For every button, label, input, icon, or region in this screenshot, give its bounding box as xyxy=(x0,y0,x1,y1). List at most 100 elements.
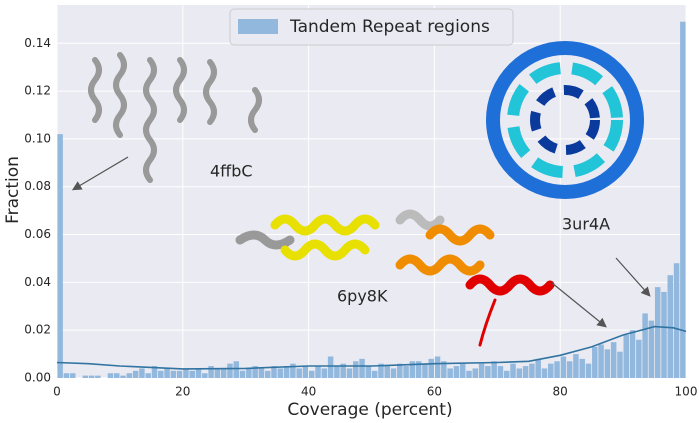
bar xyxy=(648,320,655,378)
bar xyxy=(434,356,441,378)
bar xyxy=(183,368,189,378)
bar xyxy=(227,363,233,378)
bar xyxy=(617,351,623,378)
bar xyxy=(510,363,516,378)
bar xyxy=(271,366,277,378)
x-axis-label: Coverage (percent) xyxy=(287,400,452,420)
bar xyxy=(120,375,126,378)
x-tick-label: 0 xyxy=(53,385,61,399)
x-tick-label: 20 xyxy=(175,385,190,399)
bar xyxy=(680,21,686,378)
bar xyxy=(472,368,479,378)
y-tick-label: 0.04 xyxy=(24,275,51,289)
y-tick-label: 0.08 xyxy=(24,179,51,193)
bar xyxy=(415,361,422,378)
bar xyxy=(239,370,246,378)
bar xyxy=(441,361,447,378)
bar xyxy=(321,368,328,378)
bar xyxy=(164,368,170,378)
bar xyxy=(114,373,120,378)
bar xyxy=(233,361,240,378)
bar xyxy=(422,363,428,378)
bar xyxy=(334,366,340,378)
y-tick-label: 0.10 xyxy=(24,131,51,145)
bar xyxy=(346,368,353,378)
x-tick-label: 60 xyxy=(427,385,442,399)
legend-patch xyxy=(238,19,278,34)
bar xyxy=(264,370,271,378)
bar xyxy=(340,363,346,378)
bar xyxy=(409,361,416,378)
bar xyxy=(202,373,208,378)
bar xyxy=(384,366,390,378)
bar xyxy=(573,354,579,378)
annotation: 3ur4A xyxy=(562,215,610,234)
bar xyxy=(95,375,101,378)
bar xyxy=(598,344,604,378)
bar xyxy=(390,368,397,378)
bar xyxy=(604,349,611,378)
bar xyxy=(673,263,680,378)
bar xyxy=(302,366,309,378)
bar xyxy=(290,363,296,378)
bar xyxy=(371,370,378,378)
y-tick-label: 0.14 xyxy=(24,36,51,50)
bar xyxy=(246,368,252,378)
bar xyxy=(535,358,541,378)
bar xyxy=(252,366,258,378)
bar xyxy=(88,375,95,378)
bar xyxy=(428,358,434,378)
x-tick-label: 100 xyxy=(675,385,698,399)
bar xyxy=(63,373,70,378)
bar xyxy=(459,363,466,378)
bar xyxy=(579,358,585,378)
y-tick-label: 0.00 xyxy=(24,371,51,385)
annotation: 4ffbC xyxy=(210,162,253,181)
bar xyxy=(636,339,642,378)
bar xyxy=(654,287,661,378)
bar xyxy=(170,370,177,378)
bar xyxy=(560,356,567,378)
y-tick-label: 0.06 xyxy=(24,227,51,241)
structure-3ur4A xyxy=(486,41,644,199)
bar xyxy=(529,363,535,378)
bar xyxy=(107,373,114,378)
x-tick-label: 40 xyxy=(301,385,316,399)
bar xyxy=(315,366,321,378)
structure-6py8K xyxy=(235,209,555,347)
bar xyxy=(57,134,63,378)
bar xyxy=(378,363,384,378)
bar xyxy=(541,368,548,378)
bar xyxy=(126,373,133,378)
bar xyxy=(397,363,403,378)
bar xyxy=(610,342,617,378)
bar xyxy=(353,361,359,378)
bar xyxy=(522,366,529,378)
structure-4ffbC xyxy=(88,52,262,183)
y-tick-label: 0.02 xyxy=(24,323,51,337)
bar xyxy=(592,346,598,378)
bar xyxy=(145,373,151,378)
bar xyxy=(566,361,573,378)
bar xyxy=(309,370,315,378)
structure-images xyxy=(71,41,651,347)
bar xyxy=(554,361,560,378)
bar xyxy=(283,366,290,378)
bar xyxy=(359,358,365,378)
bar xyxy=(327,356,334,378)
legend-box xyxy=(229,8,514,46)
bar xyxy=(629,330,636,378)
bar xyxy=(151,366,158,378)
bar xyxy=(296,368,302,378)
bar xyxy=(403,366,409,378)
bar xyxy=(258,368,265,378)
bar xyxy=(667,275,674,378)
bar xyxy=(585,363,592,378)
legend-label: Tandem Repeat regions xyxy=(289,17,490,37)
kde-line xyxy=(56,325,687,370)
bar xyxy=(176,370,183,378)
bar xyxy=(491,361,497,378)
bar xyxy=(623,334,629,378)
